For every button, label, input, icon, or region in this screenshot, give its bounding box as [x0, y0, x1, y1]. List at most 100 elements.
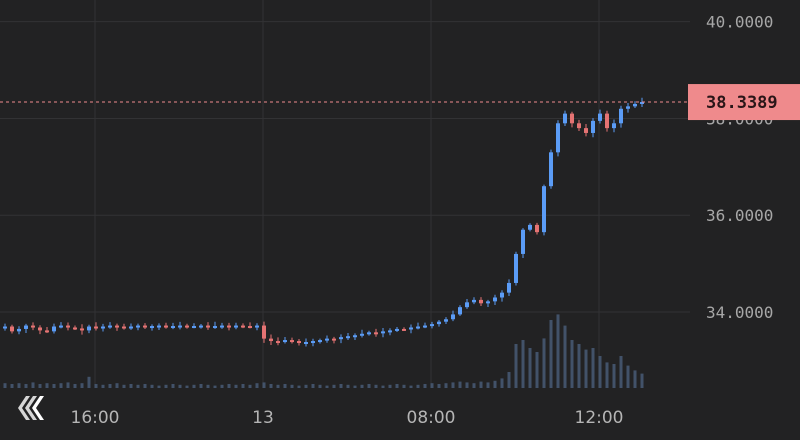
candle-body	[388, 330, 392, 333]
volume-bar	[290, 384, 294, 388]
candle-body	[381, 331, 385, 334]
candle-body	[45, 330, 49, 333]
candle-body	[17, 328, 21, 332]
volume-bar	[276, 384, 280, 388]
volume-bar	[192, 384, 196, 388]
volume-bar	[619, 356, 623, 388]
x-tick-label: 12:00	[575, 408, 624, 428]
candle-body	[108, 325, 112, 328]
candle-body	[549, 152, 553, 187]
candle-body	[87, 326, 91, 331]
volume-bar	[164, 384, 168, 388]
candle-body	[38, 327, 42, 331]
volume-bar	[640, 373, 644, 388]
candle-body	[73, 327, 77, 330]
candle-body	[598, 113, 602, 121]
candle-body	[31, 325, 35, 328]
candle-body	[465, 302, 469, 308]
candle-body	[178, 325, 182, 328]
volume-bar	[157, 385, 161, 388]
candle-body	[24, 325, 28, 329]
volume-bar	[402, 384, 406, 388]
volume-bar	[465, 382, 469, 388]
candle-body	[535, 224, 539, 233]
volume-bar	[220, 384, 224, 388]
volume-bar	[598, 356, 602, 388]
candle-body	[479, 299, 483, 304]
candle-body	[395, 328, 399, 331]
volume-bar	[80, 383, 84, 388]
candle-body	[213, 326, 217, 329]
volume-bar	[444, 383, 448, 388]
candle-body	[220, 325, 224, 328]
volume-bar	[87, 376, 91, 388]
candle-body	[542, 186, 546, 233]
volume-bar	[10, 384, 14, 388]
candle-body	[577, 123, 581, 129]
volume-bar	[24, 384, 28, 388]
candle-body	[101, 326, 105, 329]
volume-bars	[3, 314, 644, 388]
volume-bar	[31, 382, 35, 388]
x-axis[interactable]: 16:00 13 08:00 12:00	[71, 408, 624, 428]
x-tick-label: 13	[252, 408, 274, 428]
volume-bar	[115, 383, 119, 388]
candle-body	[458, 307, 462, 315]
candle-body	[290, 340, 294, 343]
volume-bar	[486, 382, 490, 388]
candle-body	[10, 326, 14, 332]
candle-body	[129, 326, 133, 329]
candle-body	[136, 325, 140, 328]
volume-bar	[171, 384, 175, 388]
volume-bar	[122, 384, 126, 388]
candle-body	[423, 325, 427, 328]
candle-body	[115, 325, 119, 328]
volume-bar	[500, 378, 504, 388]
volume-bar	[528, 348, 532, 388]
candle-body	[640, 102, 644, 104]
candle-body	[255, 325, 259, 328]
candle-body	[227, 325, 231, 328]
volume-bar	[206, 384, 210, 388]
volume-bar	[493, 380, 497, 388]
candle-body	[556, 123, 560, 153]
grid	[0, 0, 690, 388]
candle-body	[633, 103, 637, 107]
volume-bar	[542, 338, 546, 388]
candle-body	[374, 332, 378, 335]
volume-bar	[297, 385, 301, 388]
volume-bar	[3, 383, 7, 388]
volume-bar	[395, 384, 399, 388]
volume-bar	[507, 372, 511, 388]
candle-body	[612, 123, 616, 129]
volume-bar	[17, 383, 21, 388]
y-tick-label: 40.0000	[706, 13, 773, 32]
candle-body	[122, 326, 126, 329]
volume-bar	[430, 383, 434, 388]
chevron-logo-icon[interactable]	[18, 396, 44, 420]
volume-bar	[94, 384, 98, 388]
candle-body	[430, 324, 434, 327]
volume-bar	[178, 384, 182, 388]
volume-bar	[213, 385, 217, 388]
volume-bar	[626, 365, 630, 388]
volume-bar	[591, 348, 595, 388]
candle-body	[500, 292, 504, 298]
volume-bar	[45, 383, 49, 388]
candle-body	[234, 325, 238, 328]
volume-bar	[318, 384, 322, 388]
volume-bar	[612, 364, 616, 388]
candle-body	[451, 314, 455, 320]
volume-bar	[570, 340, 574, 388]
volume-bar	[633, 370, 637, 388]
volume-bar	[129, 384, 133, 388]
candle-body	[367, 332, 371, 335]
volume-bar	[549, 320, 553, 388]
candle-body	[563, 113, 567, 124]
candle-body	[514, 253, 518, 283]
volume-bar	[605, 362, 609, 388]
volume-bar	[577, 344, 581, 388]
